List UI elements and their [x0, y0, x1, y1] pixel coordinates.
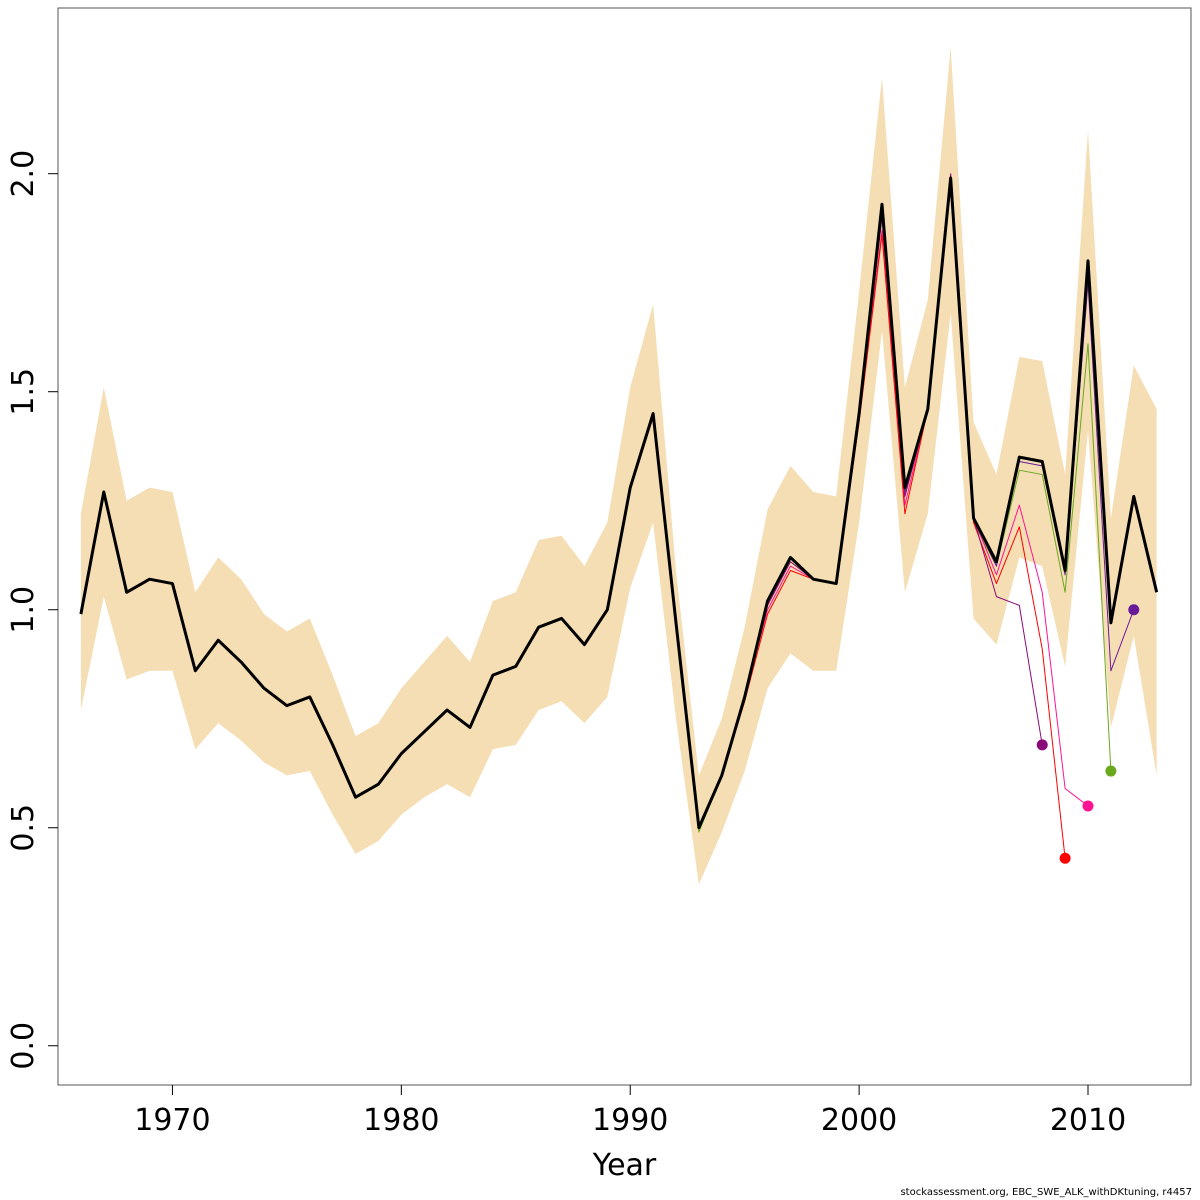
series-end-point-5 [1128, 604, 1140, 616]
band-area [80, 47, 1157, 885]
x-axis-title: Year [592, 1148, 657, 1183]
x-tick-label: 1970 [134, 1103, 210, 1138]
y-tick-label: 1.0 [6, 586, 41, 634]
y-tick-label: 1.5 [6, 368, 41, 416]
confidence-band [80, 47, 1157, 885]
y-tick-label: 2.0 [6, 150, 41, 198]
y-tick-label: 0.5 [6, 804, 41, 852]
series-line-0 [79, 176, 1159, 830]
series-end-point-3 [1059, 852, 1071, 864]
series-end-point-2 [1082, 800, 1094, 812]
x-tick-label: 2010 [1050, 1103, 1126, 1138]
series-end-point-1 [1105, 765, 1117, 777]
plot-frame [57, 7, 1192, 1086]
series-end-point-4 [1036, 739, 1048, 751]
series-layer [79, 173, 1159, 864]
footer-note: stockassessment.org, EBC_SWE_ALK_withDKt… [900, 1187, 1192, 1198]
x-tick-label: 1980 [363, 1103, 439, 1138]
x-axis: 1970 1980 1990 2000 2010 [134, 1085, 1126, 1138]
x-tick-label: 2000 [821, 1103, 897, 1138]
y-axis: 0.0 0.5 1.0 1.5 2.0 [6, 150, 58, 1070]
x-tick-label: 1990 [592, 1103, 668, 1138]
y-tick-label: 0.0 [6, 1022, 41, 1070]
